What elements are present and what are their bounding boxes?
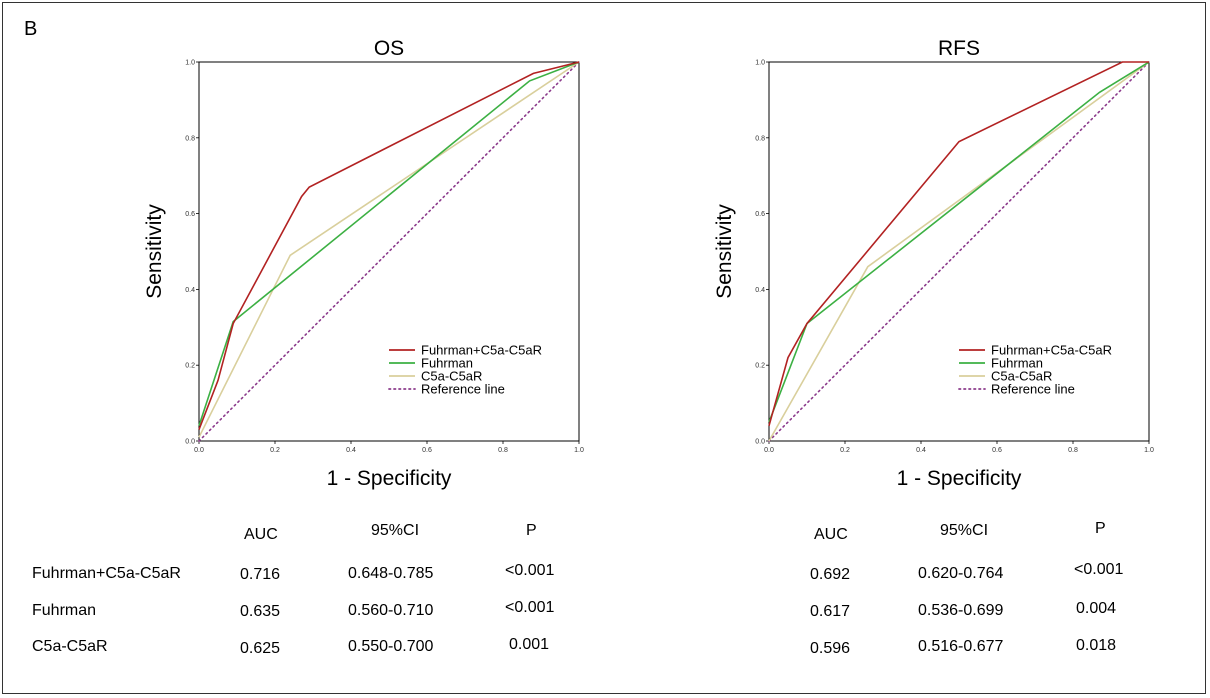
x-axis-label: 1 - Specificity [327, 467, 452, 490]
plot-area [768, 61, 1150, 442]
os-p-combined: <0.001 [505, 562, 555, 579]
panel-label: B [24, 18, 38, 40]
roc-chart-os: OS 0.00.0 0.2 0.2 0.4 0.4 0.6 0.6 0.8 0.8 1.0 1.0 1 … [143, 37, 584, 490]
roc-line-fuhrman [198, 61, 580, 427]
x-tick-label: 1.0 [574, 447, 584, 454]
row-label-combined: Fuhrman+C5a-C5aR [32, 565, 181, 582]
y-tick-label: 1.0 [755, 60, 765, 67]
os-ci-combined: 0.648-0.785 [348, 565, 434, 582]
y-tick-label: 0.0 [755, 439, 765, 446]
x-tick-label: 0.4 [346, 447, 356, 454]
chart-title: RFS [938, 37, 980, 60]
os-auc-fuhrman: 0.635 [240, 603, 281, 620]
y-tick-label: 1.0 [185, 60, 195, 67]
rfs-header-ci: 95%CI [940, 522, 989, 539]
roc-chart-rfs: RFS 0.00.0 0.2 0.2 0.4 0.4 0.6 0.6 0.8 0.8 1.0 1.0 1… [713, 37, 1154, 490]
y-tick-label: 0.4 [185, 287, 195, 294]
roc-line-c5a-c5ar [768, 61, 1150, 442]
y-tick-label: 0.0 [185, 439, 195, 446]
rfs-auc-c5a: 0.596 [810, 640, 851, 657]
rfs-p-c5a: 0.018 [1076, 637, 1117, 654]
rfs-header-p: P [1095, 520, 1106, 537]
x-tick-label: 0.2 [840, 447, 850, 454]
os-auc-combined: 0.716 [240, 566, 281, 583]
x-tick-label: 0.0 [194, 447, 204, 454]
rfs-p-fuhrman: 0.004 [1076, 600, 1117, 617]
x-tick-label: 0.4 [916, 447, 926, 454]
x-axis-label: 1 - Specificity [897, 467, 1022, 490]
x-tick-label: 0.2 [270, 447, 280, 454]
x-tick-label: 0.0 [764, 447, 774, 454]
row-label-c5a: C5a-C5aR [32, 638, 108, 655]
roc-line-c5a-c5ar [198, 61, 580, 438]
roc-line-reference-line [768, 61, 1150, 442]
os-header-auc: AUC [244, 526, 278, 543]
rfs-ci-c5a: 0.516-0.677 [918, 638, 1004, 655]
chart-title: OS [374, 37, 404, 60]
legend-label: Fuhrman+C5a-C5aR [421, 343, 542, 358]
row-label-fuhrman: Fuhrman [32, 602, 97, 619]
y-tick-label: 0.6 [185, 211, 195, 218]
x-tick-label: 0.8 [498, 447, 508, 454]
rfs-header-auc: AUC [814, 526, 848, 543]
os-ci-c5a: 0.550-0.700 [348, 638, 434, 655]
legend-label: Fuhrman+C5a-C5aR [991, 343, 1112, 358]
y-tick-label: 0.6 [755, 211, 765, 218]
legend-label: C5a-C5aR [421, 369, 482, 384]
y-axis-label: Sensitivity [713, 204, 736, 299]
x-tick-label: 0.6 [422, 447, 432, 454]
y-tick-label: 0.2 [185, 363, 195, 370]
legend-label: C5a-C5aR [991, 369, 1052, 384]
rfs-ci-combined: 0.620-0.764 [918, 565, 1004, 582]
rfs-auc-combined: 0.692 [810, 566, 851, 583]
os-p-c5a: 0.001 [509, 636, 550, 653]
os-p-fuhrman: <0.001 [505, 599, 555, 616]
roc-line-fuhrman [768, 61, 1150, 423]
y-tick-label: 0.2 [755, 363, 765, 370]
rfs-auc-fuhrman: 0.617 [810, 603, 851, 620]
os-ci-fuhrman: 0.560-0.710 [348, 602, 434, 619]
rfs-p-combined: <0.001 [1074, 561, 1124, 578]
legend-label: Fuhrman [421, 356, 473, 371]
roc-line-reference-line [198, 61, 580, 442]
plot-area [198, 61, 580, 442]
x-tick-label: 0.6 [992, 447, 1002, 454]
y-tick-label: 0.8 [755, 135, 765, 142]
os-header-p: P [526, 522, 537, 539]
y-tick-label: 0.8 [185, 135, 195, 142]
legend-label: Reference line [991, 382, 1075, 397]
legend-label: Reference line [421, 382, 505, 397]
y-tick-label: 0.4 [755, 287, 765, 294]
x-tick-label: 0.8 [1068, 447, 1078, 454]
legend-label: Fuhrman [991, 356, 1043, 371]
os-header-ci: 95%CI [371, 522, 420, 539]
x-tick-label: 1.0 [1144, 447, 1154, 454]
y-axis-label: Sensitivity [143, 204, 166, 299]
os-auc-c5a: 0.625 [240, 640, 281, 657]
roc-line-fuhrman-c5a-c5ar [768, 61, 1149, 427]
rfs-ci-fuhrman: 0.536-0.699 [918, 602, 1004, 619]
roc-line-fuhrman-c5a-c5ar [198, 61, 580, 430]
